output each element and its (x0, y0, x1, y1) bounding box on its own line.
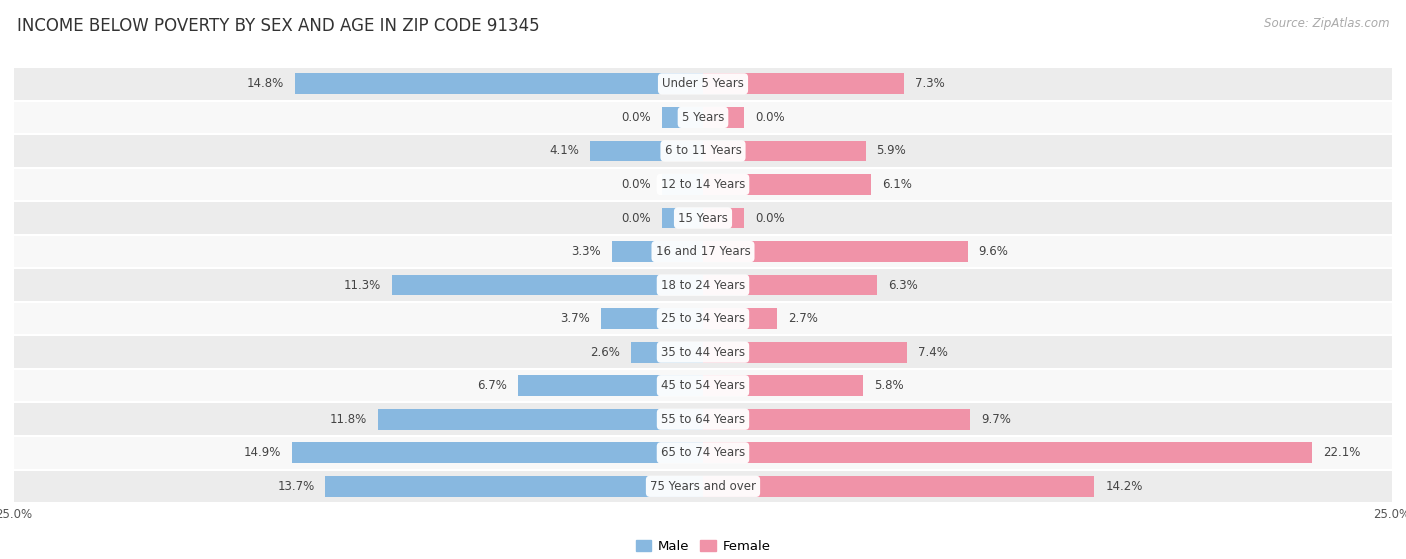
Text: 65 to 74 Years: 65 to 74 Years (661, 446, 745, 459)
Bar (591, 140, 703, 162)
Text: 55 to 64 Years: 55 to 64 Years (661, 413, 745, 426)
Bar (292, 442, 703, 463)
Bar (703, 442, 1312, 463)
Text: 5 Years: 5 Years (682, 111, 724, 124)
Bar (14, 67, 1392, 101)
Bar (519, 375, 703, 396)
Bar (14, 335, 1392, 369)
Text: INCOME BELOW POVERTY BY SEX AND AGE IN ZIP CODE 91345: INCOME BELOW POVERTY BY SEX AND AGE IN Z… (17, 17, 540, 35)
Bar (703, 174, 872, 195)
Text: 75 Years and over: 75 Years and over (650, 480, 756, 493)
Text: 6 to 11 Years: 6 to 11 Years (665, 144, 741, 158)
Bar (14, 101, 1392, 134)
Text: 3.7%: 3.7% (560, 312, 591, 325)
Bar (14, 201, 1392, 235)
Text: 14.8%: 14.8% (247, 77, 284, 91)
Bar (14, 436, 1392, 470)
Bar (612, 241, 703, 262)
Text: 7.3%: 7.3% (915, 77, 945, 91)
Bar (703, 476, 1094, 497)
Bar (14, 168, 1392, 201)
Text: 7.4%: 7.4% (918, 345, 948, 359)
Text: 0.0%: 0.0% (755, 211, 785, 225)
Text: 45 to 54 Years: 45 to 54 Years (661, 379, 745, 392)
Bar (378, 409, 703, 430)
Text: 14.9%: 14.9% (245, 446, 281, 459)
Text: 0.0%: 0.0% (755, 111, 785, 124)
Text: Source: ZipAtlas.com: Source: ZipAtlas.com (1264, 17, 1389, 30)
Text: 15 Years: 15 Years (678, 211, 728, 225)
Text: Under 5 Years: Under 5 Years (662, 77, 744, 91)
Text: 14.2%: 14.2% (1105, 480, 1143, 493)
Bar (703, 207, 744, 229)
Text: 6.3%: 6.3% (887, 278, 917, 292)
Text: 11.8%: 11.8% (329, 413, 367, 426)
Bar (703, 73, 904, 94)
Text: 12 to 14 Years: 12 to 14 Years (661, 178, 745, 191)
Text: 0.0%: 0.0% (621, 211, 651, 225)
Text: 5.9%: 5.9% (876, 144, 907, 158)
Text: 0.0%: 0.0% (621, 111, 651, 124)
Bar (662, 174, 703, 195)
Text: 13.7%: 13.7% (277, 480, 315, 493)
Bar (14, 302, 1392, 335)
Text: 6.1%: 6.1% (882, 178, 912, 191)
Bar (14, 402, 1392, 436)
Bar (600, 308, 703, 329)
Text: 9.7%: 9.7% (981, 413, 1011, 426)
Text: 25 to 34 Years: 25 to 34 Years (661, 312, 745, 325)
Bar (392, 274, 703, 296)
Legend: Male, Female: Male, Female (636, 540, 770, 553)
Text: 4.1%: 4.1% (550, 144, 579, 158)
Bar (14, 470, 1392, 503)
Bar (703, 107, 744, 128)
Text: 5.8%: 5.8% (875, 379, 904, 392)
Text: 2.7%: 2.7% (789, 312, 818, 325)
Bar (14, 268, 1392, 302)
Text: 0.0%: 0.0% (621, 178, 651, 191)
Text: 18 to 24 Years: 18 to 24 Years (661, 278, 745, 292)
Bar (703, 308, 778, 329)
Bar (14, 369, 1392, 402)
Bar (14, 134, 1392, 168)
Bar (703, 241, 967, 262)
Bar (703, 274, 876, 296)
Bar (631, 342, 703, 363)
Bar (703, 140, 866, 162)
Bar (662, 207, 703, 229)
Text: 3.3%: 3.3% (571, 245, 600, 258)
Bar (14, 235, 1392, 268)
Text: 22.1%: 22.1% (1323, 446, 1361, 459)
Bar (662, 107, 703, 128)
Text: 9.6%: 9.6% (979, 245, 1008, 258)
Text: 11.3%: 11.3% (343, 278, 381, 292)
Bar (703, 375, 863, 396)
Bar (703, 409, 970, 430)
Bar (325, 476, 703, 497)
Text: 35 to 44 Years: 35 to 44 Years (661, 345, 745, 359)
Text: 2.6%: 2.6% (591, 345, 620, 359)
Text: 16 and 17 Years: 16 and 17 Years (655, 245, 751, 258)
Bar (703, 342, 907, 363)
Text: 6.7%: 6.7% (478, 379, 508, 392)
Bar (295, 73, 703, 94)
